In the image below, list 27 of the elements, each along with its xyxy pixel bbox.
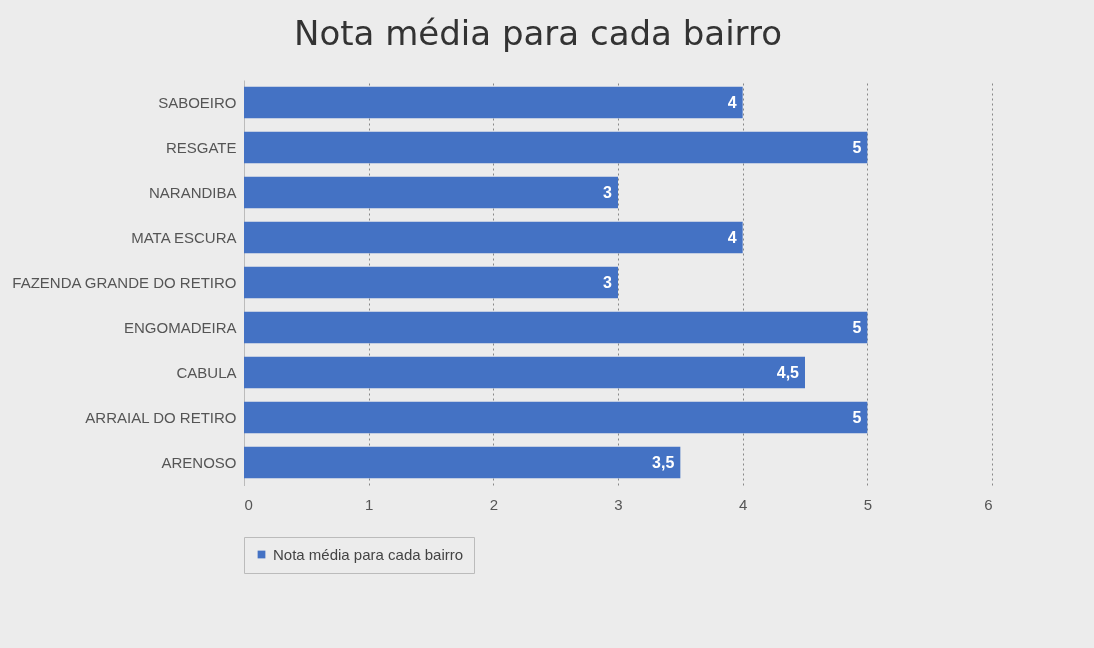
x-tick-label: 6 xyxy=(984,495,993,513)
y-tick-label: ENGOMADEIRA xyxy=(123,318,237,336)
y-tick-label: CABULA xyxy=(176,363,237,381)
data-label: 3 xyxy=(603,183,613,201)
x-tick-label: 4 xyxy=(738,495,748,513)
chart-title: Nota média para cada bairro xyxy=(294,13,782,53)
y-tick-label: MATA ESCURA xyxy=(131,228,237,246)
data-label: 3,5 xyxy=(652,453,675,471)
legend-label: Nota média para cada bairro xyxy=(273,545,464,563)
y-tick-label: NARANDIBA xyxy=(148,183,237,201)
data-label: 4 xyxy=(727,228,737,246)
x-tick-label: 3 xyxy=(614,495,623,513)
x-tick-label: 2 xyxy=(489,495,499,513)
data-label: 4,5 xyxy=(776,363,800,381)
y-tick-label: ARRAIAL DO RETIRO xyxy=(85,408,237,426)
y-tick-label: SABOEIRO xyxy=(158,93,237,111)
x-tick-label: 1 xyxy=(364,495,374,513)
data-label: 5 xyxy=(852,318,862,336)
x-tick-label: 0 xyxy=(244,495,253,513)
x-tick-label: 5 xyxy=(863,495,873,513)
y-tick-label: RESGATE xyxy=(165,138,237,156)
y-tick-label: ARENOSO xyxy=(161,453,237,471)
y-tick-label: FAZENDA GRANDE DO RETIRO xyxy=(12,273,237,291)
data-label: 3 xyxy=(603,273,613,291)
data-label: 5 xyxy=(852,138,862,156)
data-label: 5 xyxy=(852,408,862,426)
data-label: 4 xyxy=(727,93,737,111)
